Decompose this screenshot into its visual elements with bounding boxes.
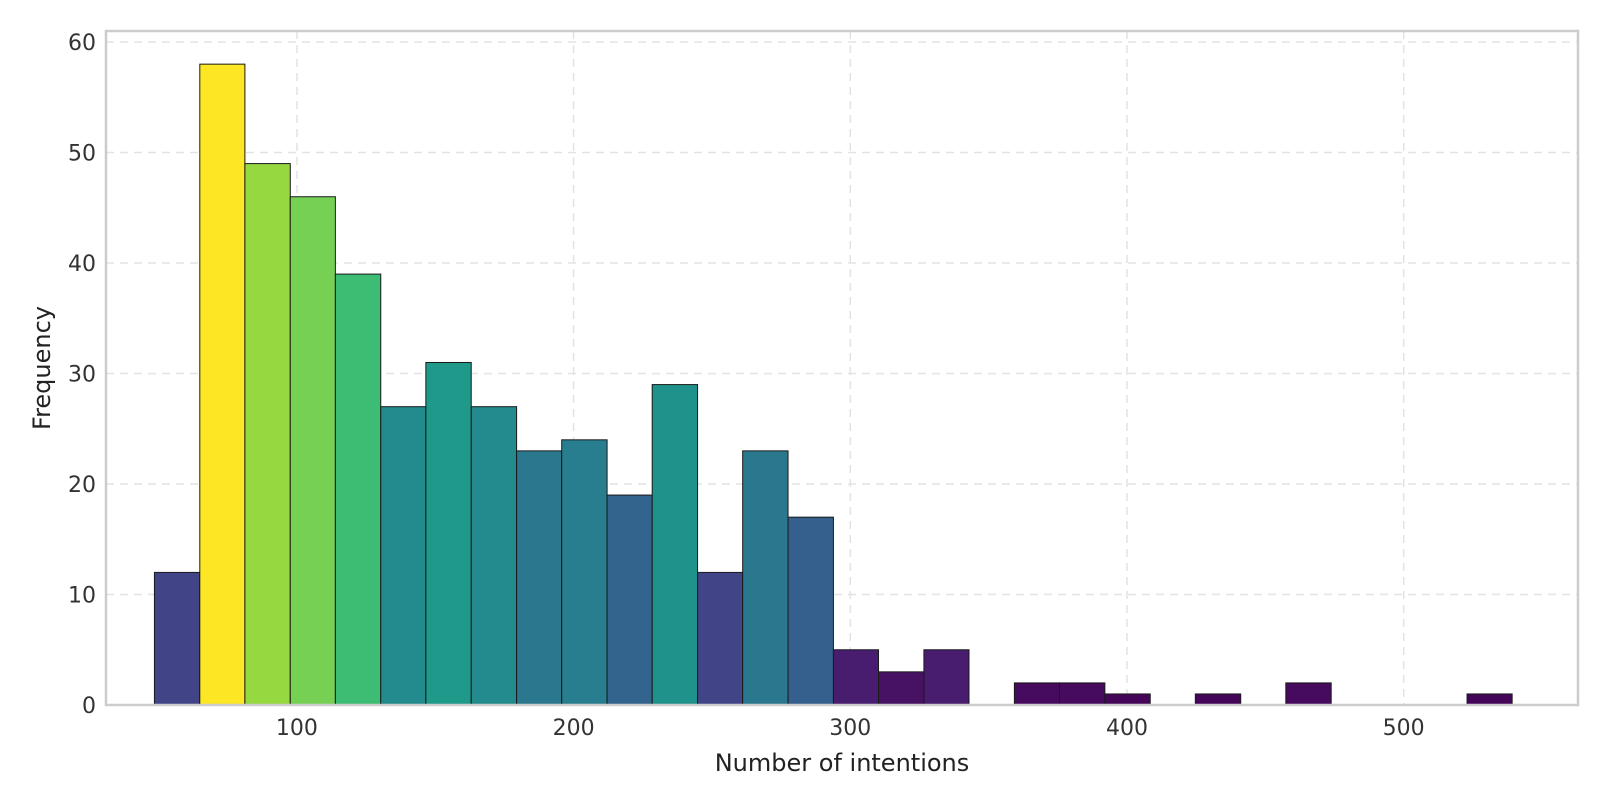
x-tick-label: 500: [1383, 716, 1425, 741]
histogram-bar: [1285, 682, 1332, 706]
y-axis-ticks: 0 10 20 30 40 50 60: [68, 31, 96, 719]
histogram-bar: [244, 163, 291, 706]
x-tick-label: 200: [553, 716, 595, 741]
histogram-bar: [199, 63, 246, 706]
histogram-bar: [787, 516, 834, 706]
y-tick-label: 30: [68, 363, 96, 388]
y-axis-title: Frequency: [28, 306, 56, 430]
x-tick-label: 300: [829, 716, 871, 741]
histogram-bars: [153, 63, 1513, 706]
histogram-bar: [651, 384, 699, 706]
histogram-bar: [923, 649, 970, 706]
x-tick-label: 400: [1106, 716, 1148, 741]
histogram-bar: [742, 450, 789, 706]
histogram-bar: [334, 273, 382, 706]
y-tick-label: 10: [68, 584, 96, 609]
histogram-bar: [1104, 693, 1151, 706]
y-tick-label: 0: [82, 694, 96, 719]
y-tick-label: 20: [68, 473, 96, 498]
y-tick-label: 50: [68, 142, 96, 167]
histogram-bar: [561, 439, 608, 706]
plot-area-frame: [104, 29, 1580, 707]
y-tick-label: 40: [68, 252, 96, 277]
x-tick-label: 100: [276, 716, 318, 741]
x-axis-title: Number of intentions: [715, 749, 970, 777]
histogram-bar: [1466, 693, 1513, 706]
histogram-bar: [470, 406, 518, 706]
histogram-bar: [1013, 682, 1060, 706]
x-axis-ticks: 100 200 300 400 500: [276, 716, 1425, 741]
histogram-bar: [697, 571, 744, 706]
histogram-bar: [1194, 693, 1242, 706]
histogram-bar: [153, 571, 201, 706]
histogram-bar: [606, 494, 653, 706]
histogram-bar: [1058, 682, 1106, 706]
histogram-bar: [878, 671, 925, 706]
histogram-bar: [832, 649, 880, 706]
histogram-bar: [516, 450, 563, 706]
histogram-bar: [380, 406, 427, 706]
y-tick-label: 60: [68, 31, 96, 56]
histogram-bar: [289, 196, 336, 706]
histogram-bar: [425, 361, 472, 706]
